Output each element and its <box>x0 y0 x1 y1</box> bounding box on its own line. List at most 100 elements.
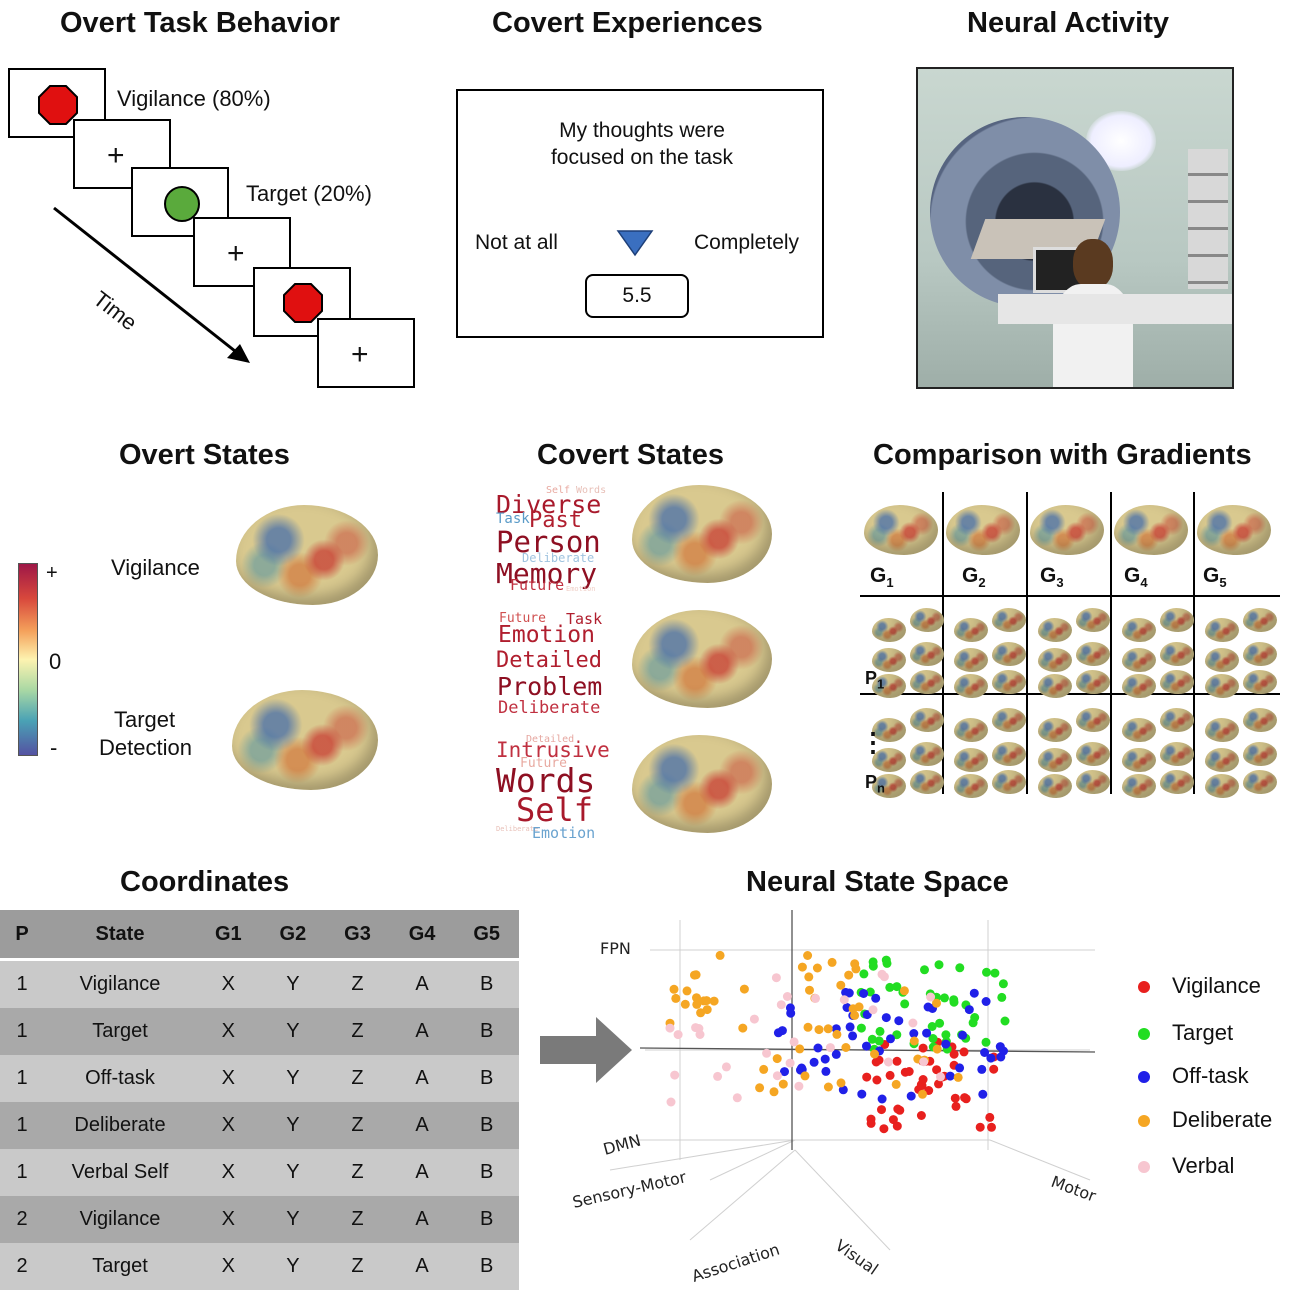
table-cell: A <box>389 1055 455 1102</box>
scatter-point <box>827 957 837 967</box>
scatter-point <box>862 1072 872 1082</box>
scatter-point <box>671 993 681 1003</box>
legend-target: Target <box>1138 1020 1233 1046</box>
scatter-point <box>823 1024 833 1034</box>
participant-brain <box>1076 708 1110 735</box>
scatter-point <box>825 1043 835 1053</box>
gradient-label-5: G5 <box>1203 564 1227 591</box>
scatter-point <box>886 1034 895 1044</box>
table-cell: Y <box>260 1149 326 1196</box>
time-arrow-icon <box>53 206 250 363</box>
participant-brain <box>992 670 1026 697</box>
scatter-point <box>859 989 869 998</box>
table-cell: B <box>454 1102 519 1149</box>
participant-brain <box>872 618 906 645</box>
scatter-point <box>715 950 725 960</box>
cloud-word: Deliberate <box>496 825 539 833</box>
participant-brain <box>992 770 1026 797</box>
participant-brain <box>992 742 1026 769</box>
scatter-point <box>955 1063 965 1073</box>
participant-brain <box>1205 718 1239 745</box>
scatter-point <box>879 972 889 982</box>
scatter-point <box>771 973 781 983</box>
participant-brain <box>1122 618 1156 645</box>
table-header-row: P State G1 G2 G3 G4 G5 <box>0 910 519 961</box>
table-row: 1 Vigilance X Y Z A B <box>0 959 519 1008</box>
scatter-point <box>812 963 822 973</box>
scatter-point <box>721 1062 731 1072</box>
grid-vline-2 <box>1026 492 1028 794</box>
table-cell: 1 <box>0 1008 44 1055</box>
scatter-point <box>797 962 807 972</box>
participant-brain <box>1038 718 1072 745</box>
scatter-point <box>916 1111 926 1120</box>
scatter-point <box>868 1005 878 1015</box>
scatter-point <box>836 980 846 990</box>
legend-dot <box>1138 1161 1150 1174</box>
participant-brain <box>1038 648 1072 675</box>
scatter-point <box>691 1023 701 1033</box>
scatter-point <box>772 1071 782 1081</box>
cloud-word: Self <box>516 791 594 829</box>
scatter-point <box>892 1121 902 1131</box>
state-vigilance-label: Vigilance <box>111 555 200 580</box>
table-cell: Deliberate <box>44 1102 196 1149</box>
participant-brain <box>1205 674 1239 701</box>
participant-brain <box>1160 670 1194 697</box>
scatter-point <box>696 1008 706 1018</box>
table-cell: A <box>389 1196 455 1243</box>
scatter-point <box>789 1037 799 1047</box>
scatter-point <box>908 1018 918 1028</box>
scatter-point <box>805 985 814 995</box>
table-cell: Z <box>325 959 390 1008</box>
scatter-point <box>977 1064 987 1074</box>
coordinates-title: Coordinates <box>120 866 290 898</box>
table-cell: 1 <box>0 1055 44 1102</box>
participant-brain <box>954 748 988 775</box>
cloud-word: Emotion <box>498 622 595 648</box>
scatter-point <box>888 1115 898 1125</box>
covert-states-title: Covert States <box>537 439 724 471</box>
scatter-point <box>709 996 719 1006</box>
cloud-word: Future <box>520 756 567 771</box>
scatter-point <box>778 1079 788 1089</box>
table-cell: X <box>196 1196 261 1243</box>
scatter-point <box>866 1118 876 1128</box>
scatter-point <box>749 1014 759 1024</box>
participant-brain <box>954 648 988 675</box>
participant-brain <box>1205 618 1239 645</box>
scatter-point <box>809 1057 819 1067</box>
participant-brain <box>1243 608 1277 635</box>
stimulus-frame-3 <box>131 167 229 237</box>
scatter-point <box>927 1022 937 1031</box>
participant-brain <box>1076 670 1110 697</box>
scatter-point <box>941 1039 951 1049</box>
header-p: P <box>0 910 44 961</box>
scatter-point <box>900 1067 910 1077</box>
participant-brain <box>1076 642 1110 669</box>
word-cloud-1: Self Words Diverse Task Past Person Deli… <box>492 484 612 594</box>
cloud-word: Detailed <box>496 648 602 673</box>
rating-value-box[interactable]: 5.5 <box>585 274 689 318</box>
participant-brain <box>872 648 906 675</box>
scatter-point <box>856 1023 866 1033</box>
scatter-point <box>854 1002 864 1012</box>
table-cell: 2 <box>0 1243 44 1290</box>
scatter-point <box>940 993 949 1003</box>
brain-map-target <box>232 690 378 802</box>
table-row: 1 Target X Y Z A B <box>0 1008 519 1055</box>
gradient-brain <box>864 505 938 561</box>
cloud-word: Deliberate <box>498 698 601 718</box>
table-cell: 1 <box>0 959 44 1008</box>
participant-brain <box>872 674 906 701</box>
fixation-cross: + <box>107 139 125 172</box>
cloud-word: Past <box>529 508 582 533</box>
scatter-point <box>868 961 878 971</box>
scatter-point <box>960 1093 970 1103</box>
scatter-point <box>881 1013 891 1023</box>
scatter-point <box>892 982 902 992</box>
slider-marker-icon[interactable] <box>616 229 654 257</box>
stop-octagon-icon <box>283 283 323 323</box>
brain-map-covert-3 <box>632 735 772 845</box>
scatter-point <box>669 984 679 994</box>
